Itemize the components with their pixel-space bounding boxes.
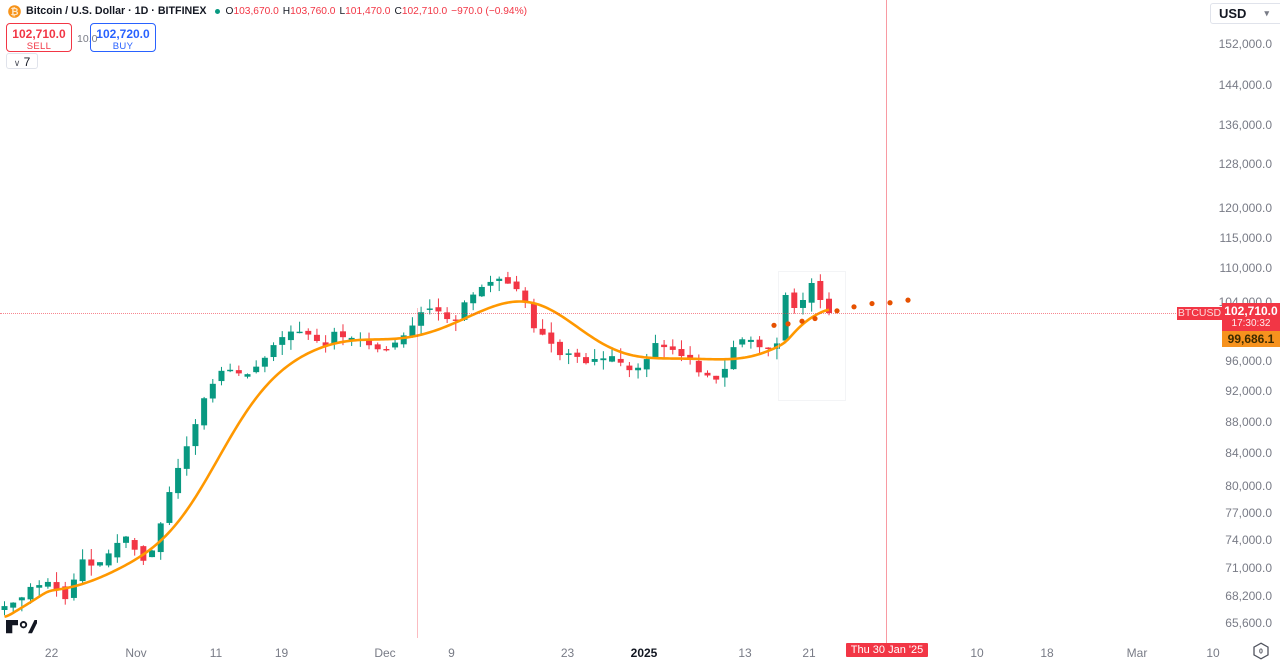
- svg-text:0: 0: [1259, 648, 1263, 655]
